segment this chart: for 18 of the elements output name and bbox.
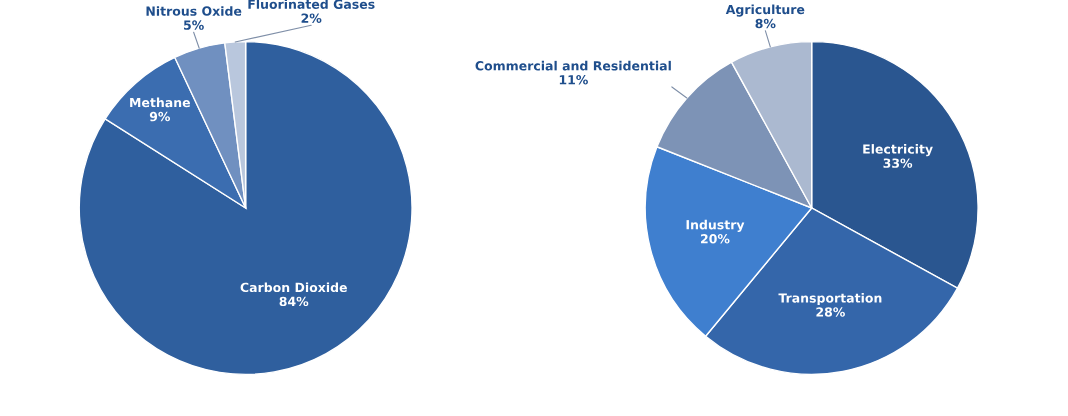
slice-label: Industry [686, 219, 745, 232]
data-label: 2% [301, 13, 322, 23]
slice-label: Carbon Dioxide [240, 282, 347, 293]
slice-label: Commercial and Residential [475, 60, 671, 71]
data-label: 9% [149, 111, 171, 122]
data-label: 8% [755, 18, 776, 29]
data-label: 11% [559, 75, 588, 85]
slice-label: Agriculture [725, 4, 805, 17]
data-label: 33% [883, 158, 913, 168]
slice-label: Fluorinated Gases [248, 0, 375, 9]
slice-label: Methane [130, 97, 190, 108]
data-label: 20% [701, 234, 730, 244]
slice-label: Nitrous Oxide [146, 6, 242, 16]
slice-label: Transportation [778, 293, 882, 306]
slice-label: Electricity [863, 144, 933, 157]
data-label: 28% [816, 307, 845, 317]
data-label: 84% [279, 296, 309, 307]
data-label: 5% [184, 20, 204, 30]
